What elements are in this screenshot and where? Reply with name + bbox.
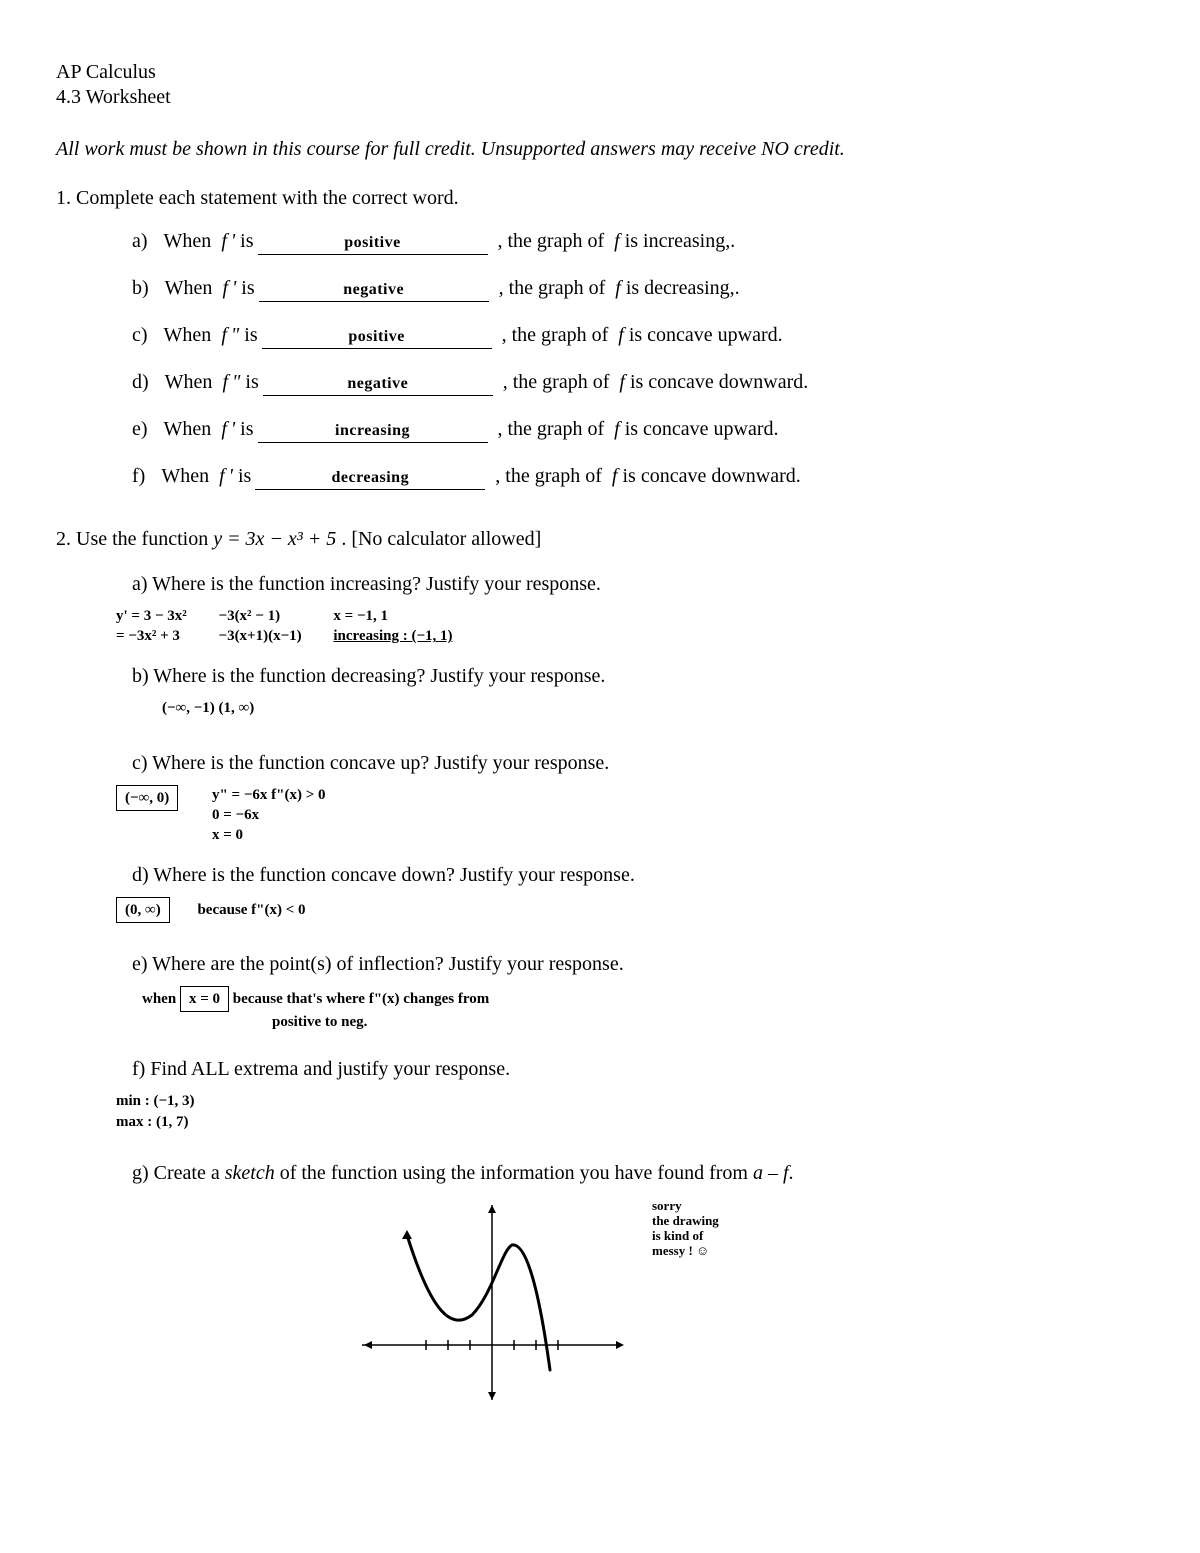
q1-d-answer: negative [347,375,408,392]
q2-e-post2: positive to neg. [272,1014,367,1030]
q2-g-pre: g) Create a [132,1162,225,1184]
q2-a-w3: −3(x² − 1) [219,608,281,624]
q2-d-work: (0, ∞) because f"(x) < 0 [116,897,1144,923]
q2-c-box: (−∞, 0) [116,785,178,811]
q2-e-work: when x = 0 because that's where f"(x) ch… [142,986,1144,1033]
q1-c-label: c) [132,324,158,347]
q1-a-before: When f ' is [164,230,254,253]
q1-b-blank: negative [259,279,489,302]
worksheet-page: AP Calculus 4.3 Worksheet All work must … [0,0,1200,1553]
q1-item-e: e) When f ' is increasing , the graph of… [132,418,1144,441]
q1-item-d: d) When f " is negative , the graph of f… [132,371,1144,394]
q2-a-w1: y' = 3 − 3x² [116,608,187,624]
q2-b-label: b) Where is the function decreasing? Jus… [132,665,1144,688]
q2-e-post1: because that's where f"(x) changes from [233,991,490,1007]
q2-e-pre: when [142,991,180,1007]
q2-g-label: g) Create a sketch of the function using… [132,1162,1144,1185]
q2-e-box: x = 0 [180,986,229,1012]
q1-e-answer: increasing [335,422,410,439]
q2-a-work: y' = 3 − 3x² = −3x² + 3 −3(x² − 1) −3(x+… [116,606,1144,647]
q2-b-work: (−∞, −1) (1, ∞) [162,698,1144,718]
q2-f-w2: max : (1, 7) [116,1114,188,1130]
course-title: AP Calculus [56,60,1144,85]
q1-f-label: f) [132,465,155,488]
q2-parts: a) Where is the function increasing? Jus… [132,573,1144,1410]
q1-b-after: , the graph of f is decreasing,. [499,277,740,300]
q2-g-note-l3: is kind of [652,1228,703,1243]
q2-c-w3: x = 0 [212,827,243,843]
q1-a-label: a) [132,230,158,253]
q2-g-note-l2: the drawing [652,1213,719,1228]
q1-c-blank: positive [262,326,492,349]
q2-c-work: (−∞, 0) y" = −6x f"(x) > 0 0 = −6x x = 0 [116,785,1144,846]
q1-e-after: , the graph of f is concave upward. [498,418,779,441]
q2-g-note-l1: sorry [652,1198,682,1213]
q1-f-blank: decreasing [255,467,485,490]
q2-g-sketch [352,1195,632,1405]
q1-item-c: c) When f " is positive , the graph of f… [132,324,1144,347]
q2-c-w1: y" = −6x f"(x) > 0 [212,787,326,803]
q1-prompt: 1. Complete each statement with the corr… [56,187,1144,210]
q2-g-note: sorry the drawing is kind of messy ! ☺ [652,1199,802,1259]
q2-f-w1: min : (−1, 3) [116,1093,195,1109]
q2-a-w5: x = −1, 1 [333,608,388,624]
q2-f-work: min : (−1, 3) max : (1, 7) [116,1091,1144,1132]
q2-g-post: of the function using the information yo… [275,1162,794,1184]
q1-item-f: f) When f ' is decreasing , the graph of… [132,465,1144,488]
q1-e-before: When f ' is [164,418,254,441]
q1-e-blank: increasing [258,420,488,443]
q2-prompt-pre: 2. Use the function [56,528,213,550]
q2-a-w2: = −3x² + 3 [116,628,180,644]
q2-a-w6: increasing : (−1, 1) [333,628,452,644]
q1-d-after: , the graph of f is concave downward. [503,371,808,394]
q1-item-b: b) When f ' is negative , the graph of f… [132,277,1144,300]
q2-prompt-post: . [No calculator allowed] [336,528,541,550]
q1-b-answer: negative [343,281,404,298]
q2-g-note-l4: messy ! ☺ [652,1243,709,1258]
q2-f-label: f) Find ALL extrema and justify your res… [132,1058,1144,1081]
q2-e-label: e) Where are the point(s) of inflection?… [132,953,1144,976]
q1-d-blank: negative [263,373,493,396]
q2-a-w4: −3(x+1)(x−1) [219,628,302,644]
q2-c-label: c) Where is the function concave up? Jus… [132,752,1144,775]
q1-f-before: When f ' is [161,465,251,488]
q1-b-before: When f ' is [165,277,255,300]
q1-d-label: d) [132,371,159,394]
q1-item-a: a) When f ' is positive , the graph of f… [132,230,1144,253]
q2-function: y = 3x − x³ + 5 [213,528,336,550]
q2-d-box: (0, ∞) [116,897,170,923]
q2-g-sketch-wrap: sorry the drawing is kind of messy ! ☺ [352,1195,872,1410]
worksheet-title: 4.3 Worksheet [56,85,1144,110]
q1-items: a) When f ' is positive , the graph of f… [132,230,1144,488]
q1-f-answer: decreasing [331,469,409,486]
q1-a-answer: positive [344,234,400,251]
q1-c-before: When f " is [164,324,258,347]
q1-c-after: , the graph of f is concave upward. [502,324,783,347]
q2-d-text: because f"(x) < 0 [197,902,305,918]
q2-c-w2: 0 = −6x [212,807,259,823]
q2-a-label: a) Where is the function increasing? Jus… [132,573,1144,596]
instructions: All work must be shown in this course fo… [56,138,1144,161]
q1-d-before: When f " is [165,371,259,394]
q1-f-after: , the graph of f is concave downward. [495,465,800,488]
q2-d-label: d) Where is the function concave down? J… [132,864,1144,887]
q1-c-answer: positive [348,328,404,345]
q2-g-italic: sketch [225,1162,275,1184]
q2-prompt: 2. Use the function y = 3x − x³ + 5 . [N… [56,528,1144,551]
q1-a-blank: positive [258,232,488,255]
q1-a-after: , the graph of f is increasing,. [498,230,736,253]
q1-e-label: e) [132,418,158,441]
q1-b-label: b) [132,277,159,300]
